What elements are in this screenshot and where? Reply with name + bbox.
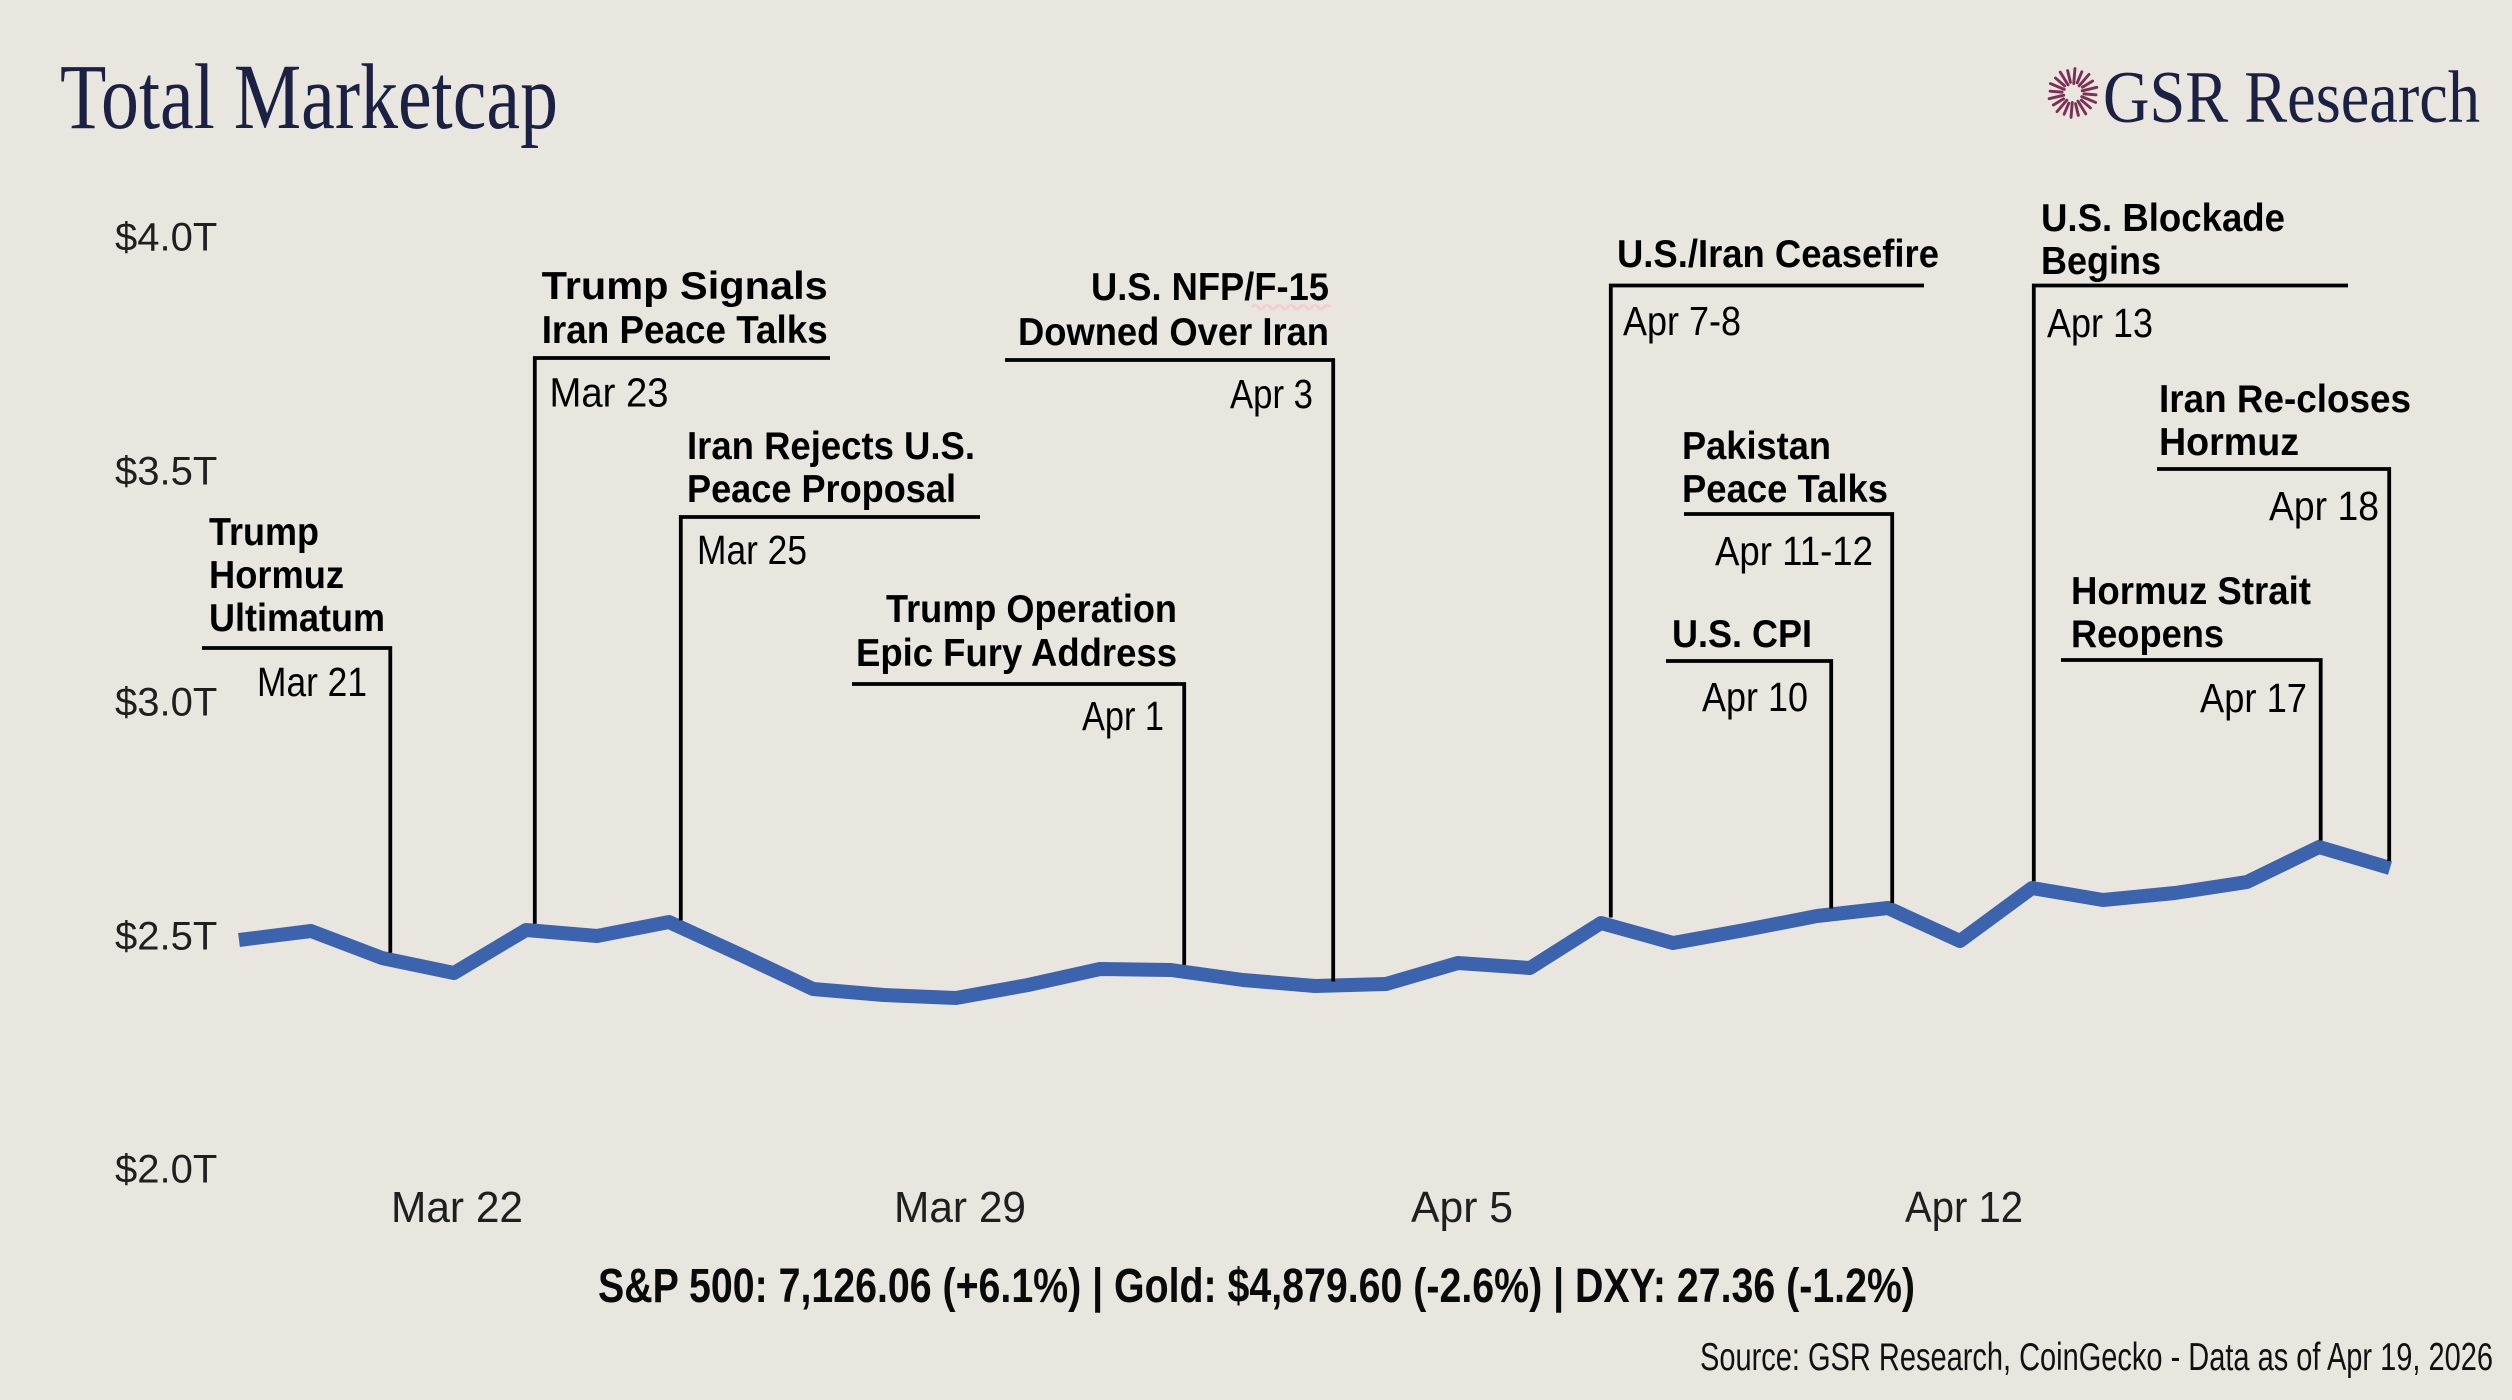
svg-text:Epic Fury Address: Epic Fury Address <box>856 632 1177 675</box>
svg-text:Trump Operation: Trump Operation <box>886 588 1177 631</box>
svg-text:Iran Peace Talks: Iran Peace Talks <box>542 309 828 352</box>
svg-text:Apr 10: Apr 10 <box>1702 674 1808 720</box>
svg-text:Iran Rejects U.S.: Iran Rejects U.S. <box>687 425 975 468</box>
svg-text:Apr 12: Apr 12 <box>1905 1183 2023 1232</box>
svg-text:Total Marketcap: Total Marketcap <box>60 46 558 149</box>
svg-text:Hormuz: Hormuz <box>209 554 344 597</box>
svg-text:$2.0T: $2.0T <box>115 1148 217 1192</box>
svg-text:$3.5T: $3.5T <box>115 450 217 494</box>
svg-text:Apr 1: Apr 1 <box>1082 693 1164 739</box>
svg-text:$2.5T: $2.5T <box>115 915 217 959</box>
svg-text:Mar 29: Mar 29 <box>894 1183 1026 1232</box>
svg-text:Source: GSR Research, CoinGeck: Source: GSR Research, CoinGecko - Data a… <box>1700 1336 2493 1379</box>
svg-text:Hormuz Strait: Hormuz Strait <box>2071 570 2311 613</box>
svg-text:Apr 3: Apr 3 <box>1230 371 1313 417</box>
svg-text:Mar 25: Mar 25 <box>697 527 807 573</box>
svg-text:Mar 23: Mar 23 <box>550 370 669 416</box>
svg-text:U.S. Blockade: U.S. Blockade <box>2041 197 2285 240</box>
svg-text:U.S. CPI: U.S. CPI <box>1672 613 1812 656</box>
svg-text:$3.0T: $3.0T <box>115 681 217 725</box>
svg-text:Apr 11-12: Apr 11-12 <box>1715 528 1873 574</box>
svg-text:Downed Over Iran: Downed Over Iran <box>1018 311 1329 354</box>
svg-text:Apr 18: Apr 18 <box>2269 483 2379 529</box>
svg-text:U.S./Iran Ceasefire: U.S./Iran Ceasefire <box>1617 233 1939 276</box>
svg-text:Trump Signals: Trump Signals <box>542 265 828 308</box>
svg-text:Begins: Begins <box>2041 240 2161 283</box>
svg-text:Mar 22: Mar 22 <box>391 1183 523 1232</box>
svg-text:Mar 21: Mar 21 <box>257 659 367 705</box>
svg-text:Hormuz: Hormuz <box>2159 421 2299 464</box>
svg-text:Pakistan: Pakistan <box>1682 425 1831 468</box>
svg-text:Reopens: Reopens <box>2071 613 2224 656</box>
svg-text:Apr 7-8: Apr 7-8 <box>1623 298 1741 344</box>
svg-text:Apr 5: Apr 5 <box>1411 1183 1513 1232</box>
svg-text:Trump: Trump <box>209 511 319 554</box>
svg-text:Iran Re-closes: Iran Re-closes <box>2159 378 2411 421</box>
svg-text:U.S. NFP/F-15: U.S. NFP/F-15 <box>1091 266 1329 309</box>
svg-text:Peace Talks: Peace Talks <box>1682 468 1888 511</box>
svg-text:Peace Proposal: Peace Proposal <box>687 468 956 511</box>
svg-text:Apr 13: Apr 13 <box>2047 300 2153 346</box>
svg-text:$4.0T: $4.0T <box>115 216 217 260</box>
svg-text:GSR Research: GSR Research <box>2103 57 2480 139</box>
svg-text:S&P 500: 7,126.06 (+6.1%) | Go: S&P 500: 7,126.06 (+6.1%) | Gold: $4,879… <box>598 1260 1915 1313</box>
svg-text:Ultimatum: Ultimatum <box>209 597 385 640</box>
svg-text:Apr 17: Apr 17 <box>2200 675 2307 721</box>
